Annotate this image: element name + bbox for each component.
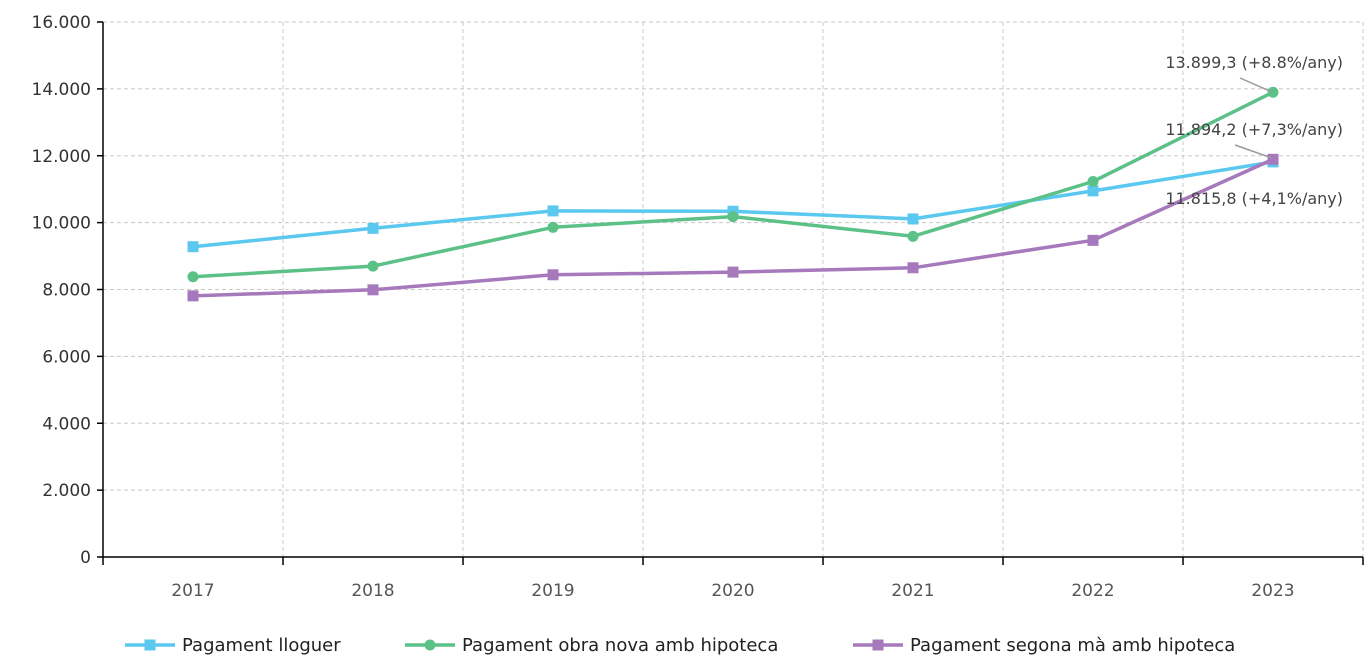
- series-lines: [187, 86, 1279, 302]
- x-tick-label: 2020: [711, 581, 754, 601]
- x-tick-label: 2019: [531, 581, 574, 601]
- data-point-pagament-segona-ma-amb-hipoteca: [907, 262, 919, 274]
- data-point-pagament-obra-nova-amb-hipoteca: [187, 271, 199, 283]
- series-line-pagament-obra-nova-amb-hipoteca: [192, 90, 1274, 279]
- y-tick-label: 14.000: [32, 80, 91, 100]
- data-point-pagament-segona-ma-amb-hipoteca: [187, 290, 199, 302]
- data-point-pagament-segona-ma-amb-hipoteca: [1087, 234, 1099, 246]
- grid: [103, 21, 1364, 557]
- legend-label-pagament-obra-nova-amb-hipoteca: Pagament obra nova amb hipoteca: [462, 635, 778, 656]
- y-tick-label: 10.000: [32, 214, 91, 234]
- annotation-leader-line: [1239, 77, 1273, 93]
- annotation-label: 11.894,2 (+7,3%/any): [1165, 120, 1343, 139]
- annotations: 13.899,3 (+8.8%/any) 11.894,2 (+7,3%/any)…: [1165, 53, 1343, 208]
- x-tick-label: 2022: [1071, 581, 1114, 601]
- data-point-pagament-obra-nova-amb-hipoteca: [547, 221, 559, 233]
- data-point-pagament-segona-ma-amb-hipoteca: [1267, 153, 1279, 165]
- x-tick-label: 2018: [351, 581, 394, 601]
- data-point-pagament-obra-nova-amb-hipoteca: [367, 260, 379, 272]
- x-tick-label: 2017: [171, 581, 214, 601]
- x-tick-label: 2021: [891, 581, 934, 601]
- data-point-pagament-segona-ma-amb-hipoteca: [367, 284, 379, 296]
- data-point-pagament-lloguer: [547, 205, 559, 217]
- legend-marker-pagament-segona-ma-amb-hipoteca: [872, 639, 884, 651]
- legend-marker-pagament-lloguer: [144, 639, 156, 651]
- data-point-pagament-obra-nova-amb-hipoteca: [907, 230, 919, 242]
- y-tick-label: 12.000: [32, 147, 91, 167]
- legend: Pagament lloguer Pagament obra nova amb h…: [125, 635, 1235, 656]
- y-tick-label: 6.000: [42, 347, 91, 367]
- data-point-pagament-segona-ma-amb-hipoteca: [547, 269, 559, 281]
- legend-marker-pagament-obra-nova-amb-hipoteca: [424, 639, 436, 651]
- legend-label-pagament-lloguer: Pagament lloguer: [182, 635, 341, 656]
- y-tick-label: 4.000: [42, 414, 91, 434]
- data-point-pagament-obra-nova-amb-hipoteca: [1087, 175, 1099, 187]
- data-point-pagament-lloguer: [187, 241, 199, 253]
- y-tick-label: 16.000: [32, 13, 91, 33]
- data-point-pagament-obra-nova-amb-hipoteca: [1267, 86, 1279, 98]
- data-point-pagament-lloguer: [907, 213, 919, 225]
- annotation-leader-line: [1234, 144, 1273, 159]
- y-tick-label: 0: [80, 548, 91, 568]
- y-tick-label: 8.000: [42, 281, 91, 301]
- y-tick-label: 2.000: [42, 481, 91, 501]
- data-point-pagament-segona-ma-amb-hipoteca: [727, 266, 739, 278]
- annotation-label: 11.815,8 (+4,1%/any): [1165, 189, 1343, 208]
- legend-label-pagament-segona-ma-amb-hipoteca: Pagament segona mà amb hipoteca: [910, 635, 1235, 656]
- x-tick-label: 2023: [1251, 581, 1294, 601]
- data-point-pagament-lloguer: [367, 222, 379, 234]
- annotation-label: 13.899,3 (+8.8%/any): [1165, 53, 1343, 72]
- data-point-pagament-obra-nova-amb-hipoteca: [727, 211, 739, 223]
- axes: 0 2.000 4.000 6.000 8.000 10.000 12.000 14.000 1…: [32, 13, 1364, 601]
- data-point-pagament-lloguer: [1087, 185, 1099, 197]
